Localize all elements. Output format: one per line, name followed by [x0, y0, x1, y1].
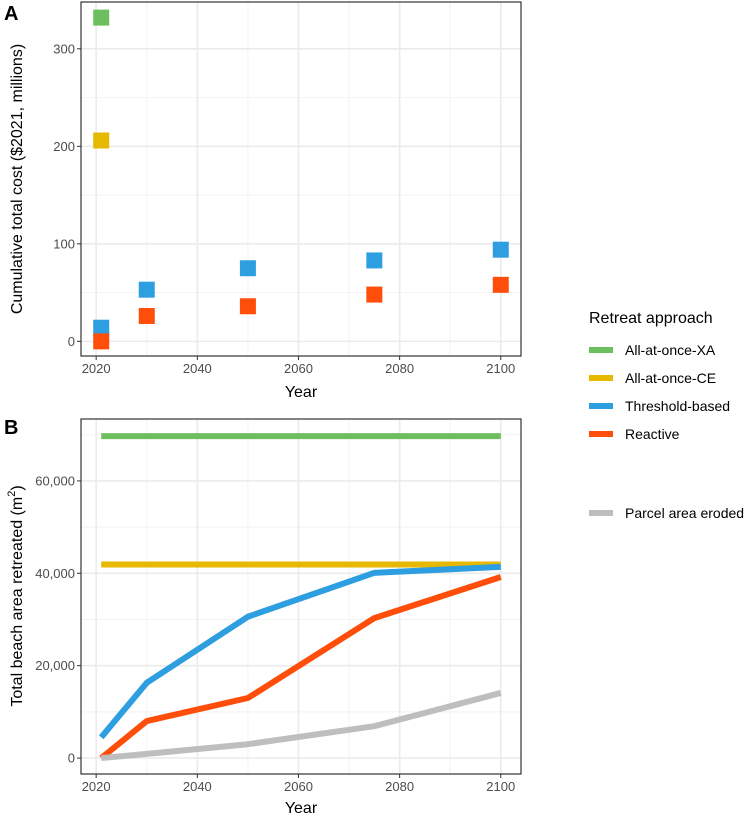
x-tick-label: 2060 — [284, 361, 313, 376]
x-tick-label: 2080 — [385, 779, 414, 794]
legend-label: Threshold-based — [625, 398, 730, 414]
x-tick-label: 2040 — [183, 361, 212, 376]
data-point — [93, 132, 110, 149]
y-axis-title-a: Cumulative total cost ($2021, millions) — [9, 44, 26, 314]
data-point — [492, 276, 509, 293]
legend-title: Retreat approach — [589, 310, 713, 327]
x-tick-label: 2020 — [82, 779, 111, 794]
data-point — [366, 286, 383, 303]
legend-label: All-at-once-XA — [625, 342, 716, 358]
data-point — [93, 333, 110, 350]
legend-label: Reactive — [625, 426, 680, 442]
y-tick-label: 60,000 — [35, 473, 75, 488]
data-point — [93, 9, 110, 26]
y-tick-label: 0 — [68, 751, 75, 766]
data-point — [138, 281, 155, 298]
panel-label-a: A — [4, 3, 18, 25]
legend-item: All-at-once-CE — [589, 370, 716, 386]
y-tick-label: 300 — [53, 41, 75, 56]
y-tick-label: 40,000 — [35, 566, 75, 581]
x-tick-label: 2100 — [486, 779, 515, 794]
gridlines-a — [81, 2, 521, 356]
x-axis-title-b: Year — [285, 800, 318, 816]
series-reactive — [99, 574, 502, 761]
y-tick-label: 100 — [53, 236, 75, 251]
y-axis-title-b: Total beach area retreated (m2) — [6, 485, 26, 706]
x-tick-label: 2080 — [385, 361, 414, 376]
x-tick-label: 2020 — [82, 361, 111, 376]
series-threshold-based — [98, 563, 501, 740]
legend-label: Parcel area eroded — [625, 505, 744, 521]
panel-a: A Year Cumulative total cost ($2021, mil… — [4, 1, 522, 401]
legend: Retreat approach All-at-once-XA All-at-on… — [589, 310, 744, 521]
legend-item: Threshold-based — [589, 398, 730, 414]
series-all-at-once-xa — [93, 9, 110, 26]
series-parcel-area-eroded — [100, 690, 502, 762]
x-axis-title-a: Year — [285, 384, 318, 401]
series-line — [100, 690, 502, 762]
x-tick-label: 2100 — [486, 361, 515, 376]
y-tick-label: 200 — [53, 139, 75, 154]
y-tick-label: 20,000 — [35, 658, 75, 673]
data-point — [239, 260, 256, 277]
series-reactive — [93, 276, 509, 350]
x-tick-label: 2040 — [183, 779, 212, 794]
data-point — [366, 252, 383, 269]
series-threshold-based — [93, 241, 509, 336]
y-tick-label: 0 — [68, 334, 75, 349]
data-point — [93, 319, 110, 336]
legend-label: All-at-once-CE — [625, 370, 716, 386]
series-all-at-once-ce — [93, 132, 110, 149]
data-point — [239, 298, 256, 315]
x-tick-label: 2060 — [284, 779, 313, 794]
plot-border — [80, 1, 522, 357]
data-point — [492, 241, 509, 258]
series-line — [99, 574, 502, 761]
panel-label-b: B — [4, 417, 18, 439]
legend-item: Reactive — [589, 426, 680, 442]
series-line — [98, 563, 501, 740]
plot-border — [80, 418, 522, 775]
legend-item: All-at-once-XA — [589, 342, 716, 358]
data-point — [138, 308, 155, 325]
legend-item-parcel-area-eroded: Parcel area eroded — [589, 505, 744, 521]
panel-b: B Year Total beach area retreated (m2) 2… — [4, 417, 522, 816]
